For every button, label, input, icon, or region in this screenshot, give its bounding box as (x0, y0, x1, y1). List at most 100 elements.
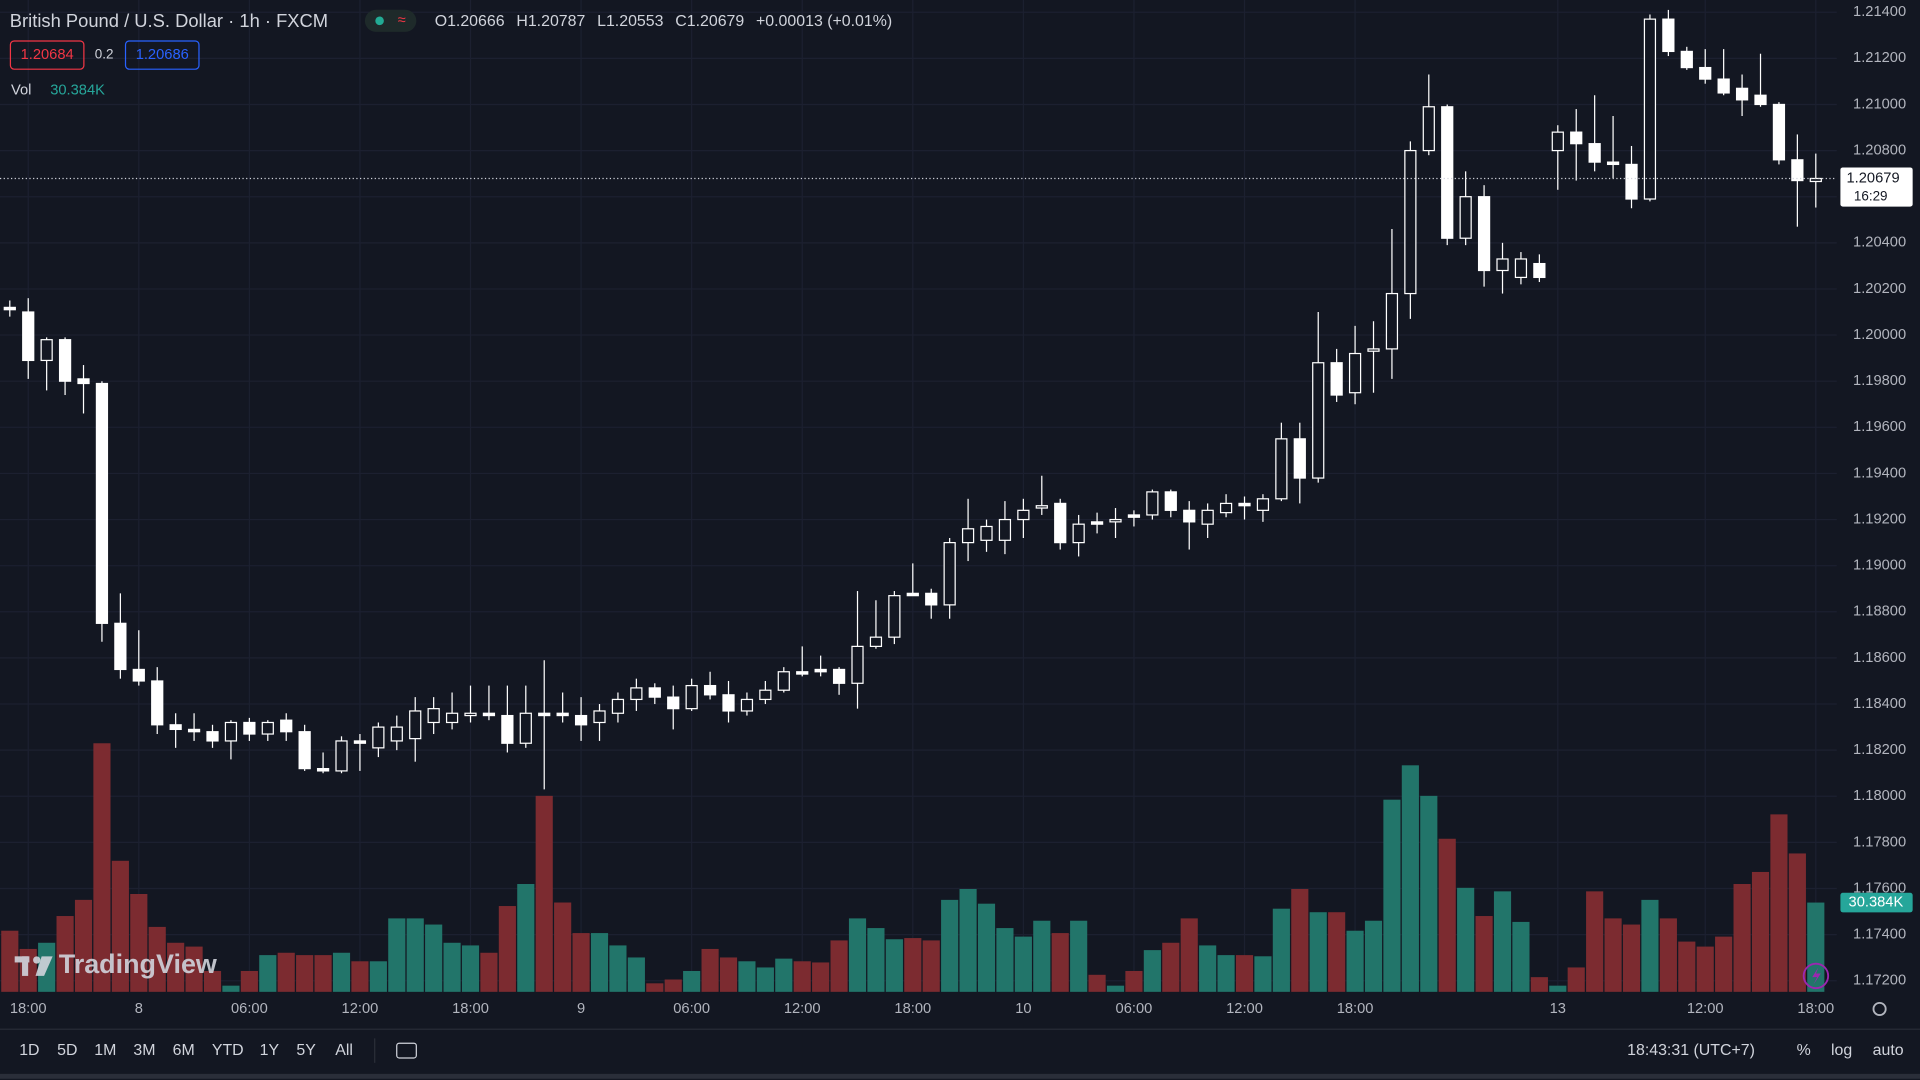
volume-bar (369, 961, 387, 992)
candle-body-down (1238, 502, 1251, 507)
candle-body-up (1072, 523, 1085, 544)
x-tick-label: 12:00 (784, 1001, 821, 1017)
range-button[interactable]: YTD (212, 1042, 244, 1059)
candle-body-up (1643, 18, 1657, 200)
buy-price[interactable]: 1.20686 (136, 47, 189, 63)
volume-bar (406, 918, 424, 992)
candle-body-up (1017, 509, 1030, 521)
spread: 0.2 (95, 47, 114, 62)
candle-body-down (1293, 438, 1306, 479)
volume-bar (240, 970, 258, 992)
y-tick-label: 1.18600 (1853, 650, 1906, 666)
candle-body-down (703, 684, 717, 696)
volume-bar (664, 979, 682, 992)
volume-bar (941, 899, 959, 992)
volume-bar (1622, 924, 1641, 992)
candle-body-down (1533, 262, 1546, 279)
status-pill[interactable] (364, 9, 417, 32)
logo-part (35, 956, 53, 976)
range-button[interactable]: 1D (19, 1042, 39, 1059)
volume-bar (1125, 970, 1143, 992)
volume-legend-name: Vol (11, 82, 31, 98)
y-tick-label: 1.21000 (1853, 96, 1906, 112)
sell-button[interactable] (9, 40, 85, 70)
volume-bar (904, 938, 922, 992)
buy-button[interactable] (124, 40, 200, 70)
volume-bar (111, 860, 129, 992)
settings-button[interactable] (1872, 1001, 1887, 1017)
sell-price[interactable]: 1.20684 (21, 47, 74, 63)
range-button[interactable]: 3M (133, 1042, 155, 1059)
volume-label: 30.384K (1849, 894, 1904, 910)
candle-body-up (1422, 106, 1435, 152)
toolbar: 1D 5D 1M 3M 6M YTD 1Y 5Y All% log auto (19, 1042, 1904, 1059)
candle-body-up (1514, 258, 1528, 279)
volume-bar (498, 906, 516, 992)
candle-body-up (1312, 362, 1325, 479)
volume-bar (1493, 891, 1512, 992)
candle-body-down (1606, 161, 1620, 166)
candle-body-down (814, 668, 827, 673)
volume-bar (1770, 814, 1788, 992)
price-axis: 1.214001.212001.210001.208001.206001.204… (1840, 4, 1913, 989)
alert-button[interactable] (1802, 962, 1830, 990)
volume-bar (848, 918, 867, 992)
range-button[interactable]: 5Y (296, 1042, 316, 1059)
y-tick-label: 1.20200 (1853, 281, 1906, 297)
date-range-button[interactable] (396, 1042, 417, 1059)
range-button[interactable]: 1Y (260, 1042, 280, 1059)
range-button[interactable]: 6M (173, 1042, 195, 1059)
volume-legend-value: 30.384K (50, 82, 105, 98)
volume-bar (480, 952, 498, 992)
candle-body-up (851, 645, 864, 684)
candle-body-down (169, 724, 182, 731)
scale-option[interactable]: log (1831, 1042, 1852, 1059)
symbol-title[interactable]: British Pound / U.S. Dollar · 1h · FXCM (10, 10, 328, 31)
clock[interactable]: 18:43:31 (UTC+7) (1627, 1042, 1755, 1059)
candle-body-up (445, 712, 459, 724)
volume-bar (1678, 941, 1696, 992)
candle-body-down (77, 378, 90, 385)
candle-body-up (335, 740, 348, 772)
volume-bar (719, 957, 738, 992)
volume-bar (1199, 945, 1217, 992)
scale-option[interactable]: % (1797, 1042, 1811, 1059)
logo-part (33, 956, 41, 964)
y-tick-label: 1.17400 (1853, 927, 1906, 943)
volume-bar (1088, 974, 1106, 992)
range-button[interactable]: 1M (94, 1042, 116, 1059)
volume-bar (627, 957, 645, 992)
candle-body-up (1459, 196, 1472, 239)
volume-bar (1051, 933, 1069, 992)
candle-body-up (1367, 348, 1380, 352)
volume-bar (388, 918, 406, 992)
y-tick-label: 1.17200 (1853, 973, 1906, 989)
volume-bar (259, 955, 277, 992)
volume-bar (683, 970, 701, 992)
range-button[interactable]: 5D (57, 1042, 77, 1059)
y-tick-label: 1.20800 (1853, 142, 1906, 158)
candle-body-down (722, 694, 735, 712)
candle-body-down (1772, 103, 1786, 161)
range-button[interactable]: All (335, 1042, 353, 1059)
ohlc-label: H (516, 13, 528, 30)
volume-bar (1641, 899, 1659, 992)
candle-body-down (1054, 502, 1067, 544)
ohlc-value: 1.20787 (528, 13, 586, 30)
candle-body-up (630, 687, 643, 701)
volume-bar (203, 970, 222, 992)
candle-body-up (390, 726, 403, 742)
candle-body-down (832, 668, 846, 684)
candle-body-down (1183, 509, 1196, 523)
watermark-text: TradingView (59, 949, 217, 979)
scale-option[interactable]: auto (1873, 1042, 1904, 1059)
candle-body-up (1496, 258, 1509, 272)
ohlc-label: C (675, 13, 687, 30)
candle-body-up (593, 710, 606, 724)
candle-body-down (482, 712, 496, 717)
volume-label-box (1840, 892, 1913, 913)
y-tick-label: 1.21400 (1853, 4, 1906, 20)
candle-body-down (501, 714, 514, 744)
